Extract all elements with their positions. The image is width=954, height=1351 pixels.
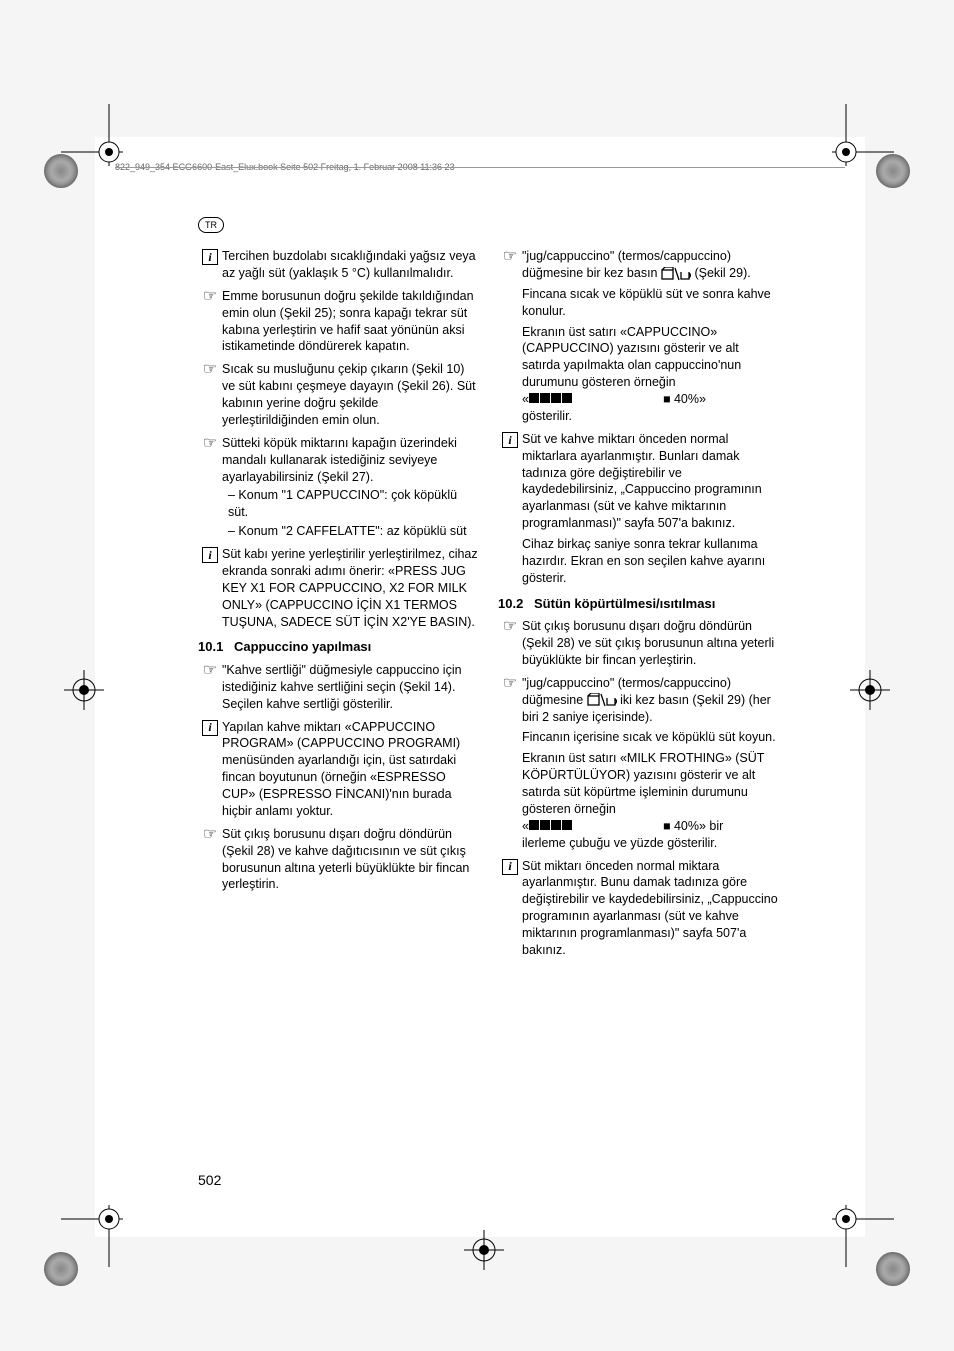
list-item: ☞Süt çıkış borusunu dışarı doğru döndürü… — [198, 826, 478, 894]
heading-number: 10.2 — [498, 595, 534, 613]
registration-mark-icon — [876, 154, 910, 188]
list-item: ☞"jug/cappuccino" (termos/cappuccino) dü… — [498, 675, 778, 852]
item-body: Süt ve kahve miktarı önceden normal mikt… — [522, 431, 778, 587]
list-item: ☞Sütteki köpük miktarını kapağın üzerind… — [198, 435, 478, 540]
hand-pointer-icon: ☞ — [198, 435, 222, 540]
item-body: "jug/cappuccino" (termos/cappuccino) düğ… — [522, 675, 778, 852]
header-rule — [115, 167, 845, 168]
info-icon: i — [198, 248, 222, 282]
hand-pointer-icon: ☞ — [198, 361, 222, 429]
hand-pointer-icon: ☞ — [498, 618, 522, 669]
language-badge: TR — [198, 217, 224, 233]
progress-bar-text: «■ 40%» bir — [522, 818, 778, 835]
list-item: ☞"jug/cappuccino" (termos/cappuccino) dü… — [498, 248, 778, 425]
item-body: Süt miktarı önceden normal miktara ayarl… — [522, 858, 778, 959]
section-heading: 10.1Cappuccino yapılması — [198, 638, 478, 656]
heading-title: Sütün köpürtülmesi/ısıtılması — [534, 595, 715, 613]
info-icon: i — [198, 546, 222, 630]
column-right: ☞"jug/cappuccino" (termos/cappuccino) dü… — [498, 248, 778, 965]
side-registration-icon — [64, 670, 104, 715]
list-item: ☞Sıcak su musluğunu çekip çıkarın (Şekil… — [198, 361, 478, 429]
registration-mark-icon — [44, 1252, 78, 1286]
hand-pointer-icon: ☞ — [198, 662, 222, 713]
item-body: Sütteki köpük miktarını kapağın üzerinde… — [222, 435, 478, 540]
registration-mark-icon — [876, 1252, 910, 1286]
item-body: Emme borusunun doğru şekilde takıldığınd… — [222, 288, 478, 356]
info-icon: i — [498, 858, 522, 959]
side-registration-icon — [850, 670, 890, 715]
list-item: iTercihen buzdolabı sıcaklığındaki yağsı… — [198, 248, 478, 282]
sub-item: – Konum "2 CAFFELATTE": az köpüklü süt — [222, 523, 478, 540]
info-icon: i — [198, 719, 222, 820]
heading-number: 10.1 — [198, 638, 234, 656]
registration-mark-icon — [44, 154, 78, 188]
item-body: Süt çıkış borusunu dışarı doğru döndürün… — [522, 618, 778, 669]
hand-pointer-icon: ☞ — [198, 288, 222, 356]
content-area: iTercihen buzdolabı sıcaklığındaki yağsı… — [198, 248, 778, 965]
section-heading: 10.2Sütün köpürtülmesi/ısıtılması — [498, 595, 778, 613]
list-item: iSüt miktarı önceden normal miktara ayar… — [498, 858, 778, 959]
column-left: iTercihen buzdolabı sıcaklığındaki yağsı… — [198, 248, 478, 965]
list-item: ☞"Kahve sertliği" düğmesiyle cappuccino … — [198, 662, 478, 713]
info-icon: i — [498, 431, 522, 587]
item-body: "jug/cappuccino" (termos/cappuccino) düğ… — [522, 248, 778, 425]
list-item: iSüt ve kahve miktarı önceden normal mik… — [498, 431, 778, 587]
list-item: iSüt kabı yerine yerleştirilir yerleştir… — [198, 546, 478, 630]
sub-item: – Konum "1 CAPPUCCINO": çok köpüklü süt. — [222, 487, 478, 521]
item-body: Süt kabı yerine yerleştirilir yerleştiri… — [222, 546, 478, 630]
progress-bar-text: «■ 40%» — [522, 391, 778, 408]
heading-title: Cappuccino yapılması — [234, 638, 371, 656]
item-body: "Kahve sertliği" düğmesiyle cappuccino i… — [222, 662, 478, 713]
item-body: Süt çıkış borusunu dışarı doğru döndürün… — [222, 826, 478, 894]
list-item: ☞Süt çıkış borusunu dışarı doğru döndürü… — [498, 618, 778, 669]
item-body: Sıcak su musluğunu çekip çıkarın (Şekil … — [222, 361, 478, 429]
item-body: Tercihen buzdolabı sıcaklığındaki yağsız… — [222, 248, 478, 282]
page-number: 502 — [198, 1172, 221, 1188]
hand-pointer-icon: ☞ — [198, 826, 222, 894]
list-item: ☞Emme borusunun doğru şekilde takıldığın… — [198, 288, 478, 356]
item-body: Yapılan kahve miktarı «CAPPUCCINO PROGRA… — [222, 719, 478, 820]
side-registration-icon — [464, 1230, 504, 1275]
list-item: iYapılan kahve miktarı «CAPPUCCINO PROGR… — [198, 719, 478, 820]
hand-pointer-icon: ☞ — [498, 675, 522, 852]
hand-pointer-icon: ☞ — [498, 248, 522, 425]
